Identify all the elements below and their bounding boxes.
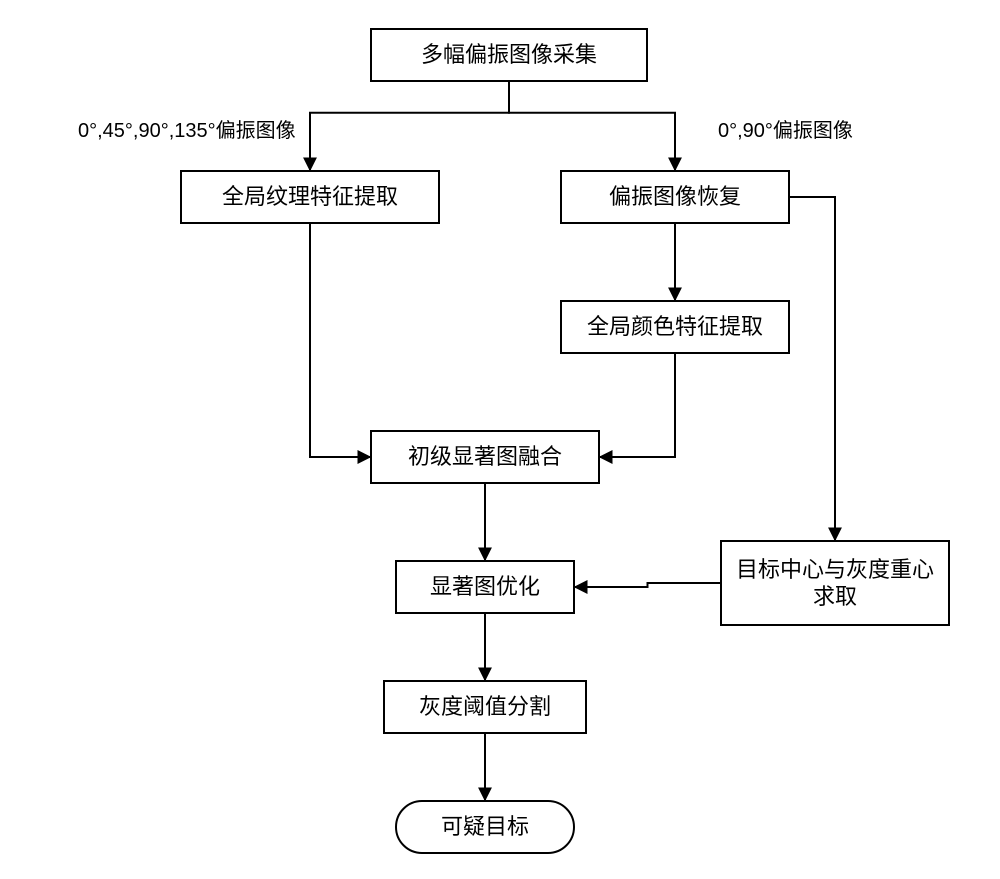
node-n1: 多幅偏振图像采集 <box>370 28 648 82</box>
label-l2: 0°,90°偏振图像 <box>718 114 853 143</box>
node-n5: 初级显著图融合 <box>370 430 600 484</box>
edge-3 <box>310 224 370 457</box>
node-n6-label: 显著图优化 <box>430 573 540 601</box>
label-l1: 0°,45°,90°,135°偏振图像 <box>78 114 296 143</box>
node-n2: 全局纹理特征提取 <box>180 170 440 224</box>
node-n8-label: 灰度阈值分割 <box>419 693 551 721</box>
node-n3: 偏振图像恢复 <box>560 170 790 224</box>
edge-4 <box>600 354 675 457</box>
node-n2-label: 全局纹理特征提取 <box>222 183 398 211</box>
edge-0 <box>310 82 509 170</box>
node-n7-label: 目标中心与灰度重心 求取 <box>736 556 934 611</box>
node-n7: 目标中心与灰度重心 求取 <box>720 540 950 626</box>
node-n8: 灰度阈值分割 <box>383 680 587 734</box>
flowchart-canvas: 多幅偏振图像采集全局纹理特征提取 偏振图像恢复全局颜色特征提取初级显著图融合显著图… <box>0 0 1000 879</box>
edge-1 <box>509 82 675 170</box>
node-n4-label: 全局颜色特征提取 <box>587 313 763 341</box>
node-n1-label: 多幅偏振图像采集 <box>421 41 597 69</box>
node-n4: 全局颜色特征提取 <box>560 300 790 354</box>
node-n9-label: 可疑目标 <box>441 813 529 841</box>
node-n6: 显著图优化 <box>395 560 575 614</box>
edge-5 <box>790 197 835 540</box>
node-n9: 可疑目标 <box>395 800 575 854</box>
edge-7 <box>575 583 720 587</box>
node-n3-label: 偏振图像恢复 <box>609 183 741 211</box>
node-n5-label: 初级显著图融合 <box>408 443 562 471</box>
